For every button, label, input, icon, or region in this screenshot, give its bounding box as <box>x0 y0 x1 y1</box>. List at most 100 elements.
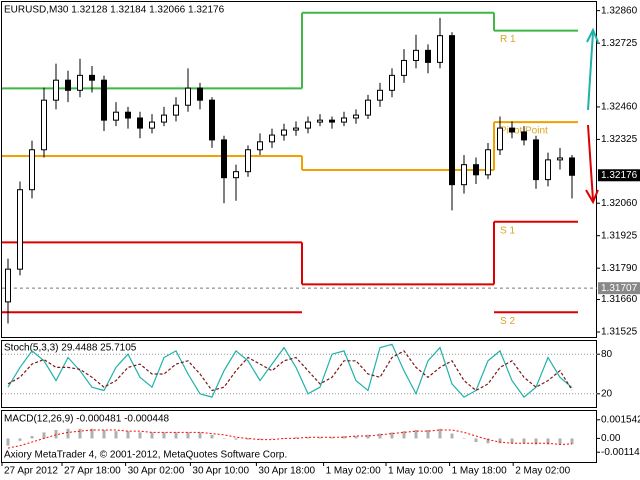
candle-body <box>533 139 539 181</box>
candle-body <box>305 121 311 129</box>
candle-body <box>341 117 347 123</box>
candle-body <box>497 127 503 151</box>
macd-bar <box>354 436 358 439</box>
candle-body <box>437 35 443 63</box>
macd-bar <box>234 438 238 440</box>
candle-body <box>317 119 323 123</box>
indicator-title: Stoch(5,3,3) 29.4488 25.7105 <box>4 343 137 354</box>
x-tick-label: 1 May 10:00 <box>388 466 443 477</box>
macd-bar <box>378 433 382 439</box>
candle-body <box>53 79 59 101</box>
y-tick-label: 1.32725 <box>601 38 638 49</box>
candle-body <box>461 164 467 186</box>
macd-bar <box>438 428 442 439</box>
candle-body <box>353 114 359 119</box>
macd-bar <box>570 438 574 445</box>
candle-body <box>557 157 563 161</box>
dashed-level-box <box>598 282 640 295</box>
stoch-line <box>7 350 573 392</box>
x-tick-label: 1 May 02:00 <box>326 466 381 477</box>
x-tick-label: 27 Apr 2012 <box>4 466 58 477</box>
y-tick-label: 1.32325 <box>601 134 638 145</box>
y-tick-label: 0.001542 <box>601 414 640 425</box>
candle-body <box>449 35 455 186</box>
macd-bar <box>90 428 94 439</box>
candle-body <box>185 87 191 106</box>
candle-body <box>41 99 47 151</box>
macd-bar <box>198 432 202 439</box>
macd-bar <box>294 437 298 439</box>
candle-body <box>521 131 527 141</box>
macd-bar <box>66 428 70 439</box>
candle-body <box>389 74 395 91</box>
candle-body <box>245 149 251 173</box>
level-label: R 1 <box>500 34 516 45</box>
macd-bar <box>486 438 490 444</box>
macd-bar <box>162 432 166 439</box>
stoch-line <box>7 343 573 398</box>
macd-bar <box>42 432 46 439</box>
macd-bar <box>342 436 346 439</box>
y-tick-label: 20 <box>601 388 613 399</box>
macd-bar <box>390 432 394 439</box>
macd-bar <box>474 438 478 443</box>
dashed-level-label: 1.31707 <box>601 283 638 294</box>
up-arrow <box>586 27 599 111</box>
candle-body <box>329 119 335 123</box>
macd-bar <box>114 431 118 439</box>
chart-title: EURUSD,M30 1.32128 1.32184 1.32066 1.321… <box>4 5 225 16</box>
candle-body <box>281 129 287 136</box>
y-tick-label: 0.00 <box>601 433 621 444</box>
candle-body <box>257 141 263 151</box>
candle-body <box>413 49 419 61</box>
y-tick-label: 1.31660 <box>601 294 638 305</box>
macd-bar <box>210 434 214 439</box>
macd-bar <box>366 434 370 439</box>
macd-bar <box>30 436 34 439</box>
level-label: S 1 <box>500 225 515 236</box>
y-tick-label: 1.31925 <box>601 230 638 241</box>
down-arrow <box>585 124 599 205</box>
candle-body <box>401 59 407 76</box>
macd-bar <box>402 431 406 439</box>
macd-bar <box>138 432 142 439</box>
candle-body <box>377 89 383 101</box>
candle-body <box>65 79 71 91</box>
price-marker-label: 1.32176 <box>601 170 638 181</box>
candle-body <box>209 99 215 141</box>
candle-body <box>569 157 575 176</box>
macd-bar <box>498 438 502 444</box>
macd-bar <box>462 438 466 439</box>
macd-bar <box>150 432 154 439</box>
macd-bar <box>306 437 310 439</box>
macd-bar <box>510 438 514 444</box>
stoch-frame <box>1 340 597 408</box>
macd-bar <box>126 431 130 439</box>
candle-body <box>77 74 83 91</box>
macd-bar <box>222 438 226 439</box>
footer: Axiory MetaTrader 4, © 2001-2012, MetaQu… <box>4 450 287 461</box>
macd-signal <box>7 429 573 449</box>
candle-body <box>233 171 239 179</box>
macd-bar <box>78 428 82 439</box>
y-tick-label: -0.00114 <box>601 447 640 458</box>
candle-body <box>545 159 551 181</box>
macd-bar <box>534 438 538 445</box>
x-tick-label: 30 Apr 10:00 <box>192 466 249 477</box>
x-tick-label: 30 Apr 18:00 <box>258 466 315 477</box>
candle-body <box>365 99 371 116</box>
macd-bar <box>174 432 178 439</box>
candle-body <box>89 74 95 81</box>
macd-bar <box>270 438 274 439</box>
candle-body <box>17 189 23 270</box>
macd-bar <box>426 429 430 439</box>
candle-body <box>161 114 167 123</box>
candle-body <box>149 121 155 129</box>
candle-body <box>197 87 203 101</box>
macd-bar <box>6 438 10 446</box>
candle-body <box>269 134 275 143</box>
candle-body <box>473 164 479 176</box>
x-tick-label: 30 Apr 02:00 <box>128 466 185 477</box>
level-label: S 2 <box>500 316 515 327</box>
